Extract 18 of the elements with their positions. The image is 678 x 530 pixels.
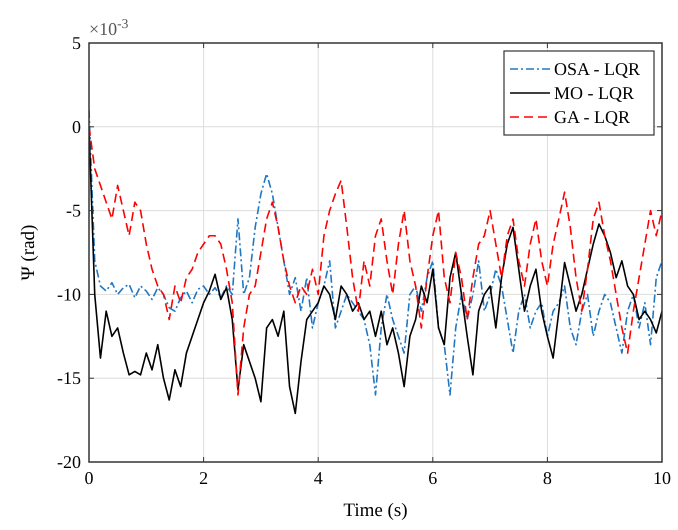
legend-label: GA - LQR	[554, 107, 630, 127]
x-tick-label: 4	[314, 468, 323, 488]
y-tick-label: 5	[72, 33, 81, 53]
legend-label: MO - LQR	[554, 83, 634, 103]
y-tick-label: -5	[66, 200, 81, 221]
x-tick-label: 6	[428, 468, 438, 488]
y-tick-label: 0	[72, 116, 81, 137]
x-tick-label: 0	[84, 468, 94, 488]
y-axis-title: Ψ (rad)	[18, 224, 39, 280]
text: ×10$^{-3}$	[89, 16, 129, 39]
y-tick-label: -20	[57, 452, 81, 472]
x-tick-label: 2	[199, 468, 208, 488]
y-tick-label: -10	[57, 284, 81, 304]
legend-label: OSA - LQR	[554, 59, 640, 79]
y-tick-label: -15	[57, 368, 81, 388]
x-axis-title: Time (s)	[343, 500, 408, 521]
x-tick-label: 10	[653, 468, 671, 488]
x-tick-label: 8	[542, 468, 552, 488]
